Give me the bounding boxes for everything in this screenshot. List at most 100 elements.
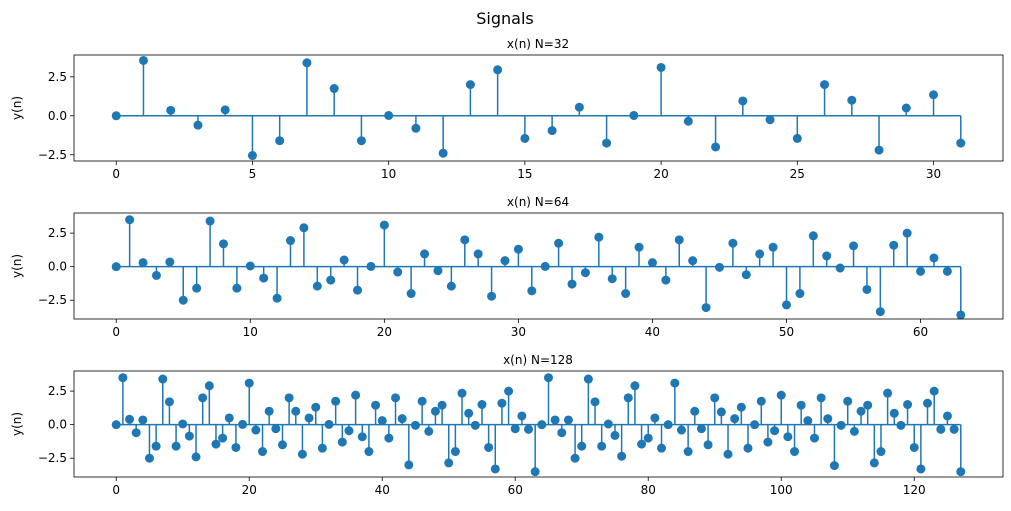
- axes-frame: [73, 370, 1004, 478]
- stem-marker: [929, 253, 939, 263]
- stem-marker: [151, 270, 161, 280]
- stem-marker: [956, 310, 966, 320]
- stem-marker: [782, 300, 792, 310]
- stem-marker: [577, 441, 587, 451]
- stem-marker: [487, 291, 497, 301]
- stem-marker: [277, 440, 287, 450]
- stem-marker: [602, 138, 612, 148]
- stem-marker: [889, 408, 899, 418]
- stem-marker: [404, 460, 414, 470]
- stem-marker: [743, 443, 753, 453]
- stem-marker: [490, 464, 500, 474]
- stem-marker: [792, 133, 802, 143]
- stem-marker: [829, 461, 839, 471]
- stem-marker: [710, 393, 720, 403]
- stem-marker: [550, 415, 560, 425]
- stem-marker: [460, 235, 470, 245]
- stem-marker: [406, 289, 416, 299]
- stem-marker: [351, 390, 361, 400]
- stem-marker: [540, 261, 550, 271]
- panel-title: x(n) N=128: [503, 353, 573, 367]
- stem-marker: [291, 406, 301, 416]
- stem-marker: [547, 126, 557, 136]
- stem-marker: [783, 432, 793, 442]
- stem-marker: [630, 381, 640, 391]
- stem-marker: [527, 286, 537, 296]
- stem-marker: [393, 267, 403, 277]
- y-tick-label: 2.5: [48, 70, 67, 84]
- stem-marker: [259, 273, 269, 283]
- stem-marker: [324, 419, 334, 429]
- stem-marker: [510, 424, 520, 434]
- stem-marker: [211, 439, 221, 449]
- stem-marker: [191, 452, 201, 462]
- stem-marker: [371, 400, 381, 410]
- stem-marker: [438, 148, 448, 158]
- stem-marker: [198, 393, 208, 403]
- stem-marker: [204, 381, 214, 391]
- stem-marker: [823, 414, 833, 424]
- figure-suptitle: Signals: [476, 9, 533, 28]
- stem-marker: [683, 447, 693, 457]
- stem-marker: [339, 255, 349, 265]
- stem-marker: [554, 238, 564, 248]
- y-tick-label: −2.5: [38, 148, 67, 162]
- stem-marker: [500, 256, 510, 266]
- stem-marker: [125, 215, 135, 225]
- stem-marker: [849, 241, 859, 251]
- stem-marker: [765, 115, 775, 125]
- stem-marker: [224, 413, 234, 423]
- stem-marker: [597, 441, 607, 451]
- stem-marker: [125, 414, 135, 424]
- stem-marker: [796, 400, 806, 410]
- stem-marker: [647, 258, 657, 268]
- stem-marker: [863, 400, 873, 410]
- stem-marker: [331, 396, 341, 406]
- y-tick-label: 0.0: [48, 109, 67, 123]
- stem-marker: [956, 467, 966, 477]
- stem-marker: [623, 393, 633, 403]
- stem-marker: [524, 424, 534, 434]
- stem-marker: [901, 103, 911, 113]
- stem-marker: [424, 426, 434, 436]
- stem-marker: [271, 424, 281, 434]
- stem-marker: [384, 110, 394, 120]
- stem-marker: [776, 390, 786, 400]
- stem-marker: [366, 261, 376, 271]
- stem-marker: [397, 414, 407, 424]
- stem-marker: [557, 428, 567, 438]
- stem-marker: [178, 295, 188, 305]
- stem-marker: [317, 443, 327, 453]
- stem-marker: [874, 145, 884, 155]
- stem-marker: [297, 449, 307, 459]
- stem-marker: [736, 402, 746, 412]
- stem-marker: [238, 419, 248, 429]
- stem-marker: [205, 216, 215, 226]
- stem-marker: [151, 441, 161, 451]
- stem-marker: [822, 251, 832, 261]
- stem-marker: [714, 262, 724, 272]
- y-tick-label: −2.5: [38, 451, 67, 465]
- stem-marker: [446, 281, 456, 291]
- stem-marker: [738, 96, 748, 106]
- stem-marker: [661, 275, 671, 285]
- stem-marker: [285, 236, 295, 246]
- stem-marker: [949, 424, 959, 434]
- panel-title: x(n) N=64: [507, 195, 569, 209]
- stem-marker: [942, 266, 952, 276]
- stem-marker: [220, 105, 230, 115]
- stem-marker: [118, 373, 128, 383]
- y-tick-label: −2.5: [38, 293, 67, 307]
- stem-marker: [690, 406, 700, 416]
- stem-marker: [916, 266, 926, 276]
- stem-marker: [465, 80, 475, 90]
- axes-frame: [73, 54, 1004, 162]
- stem-marker: [929, 386, 939, 396]
- panel-title: x(n) N=32: [507, 37, 569, 51]
- stem-marker: [567, 279, 577, 289]
- stem-marker: [144, 453, 154, 463]
- x-tick-label: 20: [653, 167, 668, 181]
- plot-area: 0 10 20 30 40 50 60 −2.5 0.0 2.5: [38, 212, 1004, 339]
- x-tick-label: 0: [112, 325, 120, 339]
- stem-marker: [770, 426, 780, 436]
